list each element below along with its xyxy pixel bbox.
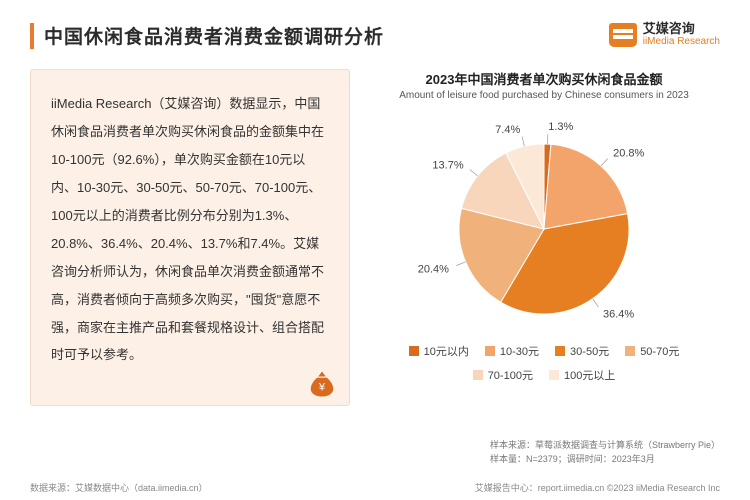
content-area: iiMedia Research（艾媒咨询）数据显示，中国休闲食品消费者单次购买… [0, 59, 750, 406]
pie-slice-label: 13.7% [432, 160, 463, 172]
legend-item: 30-50元 [555, 343, 609, 359]
sample-info: 样本来源：草莓派数据调查与计算系统（Strawberry Pie） 样本量：N=… [490, 439, 720, 466]
header: 中国休闲食品消费者消费金额调研分析 艾媒咨询 iiMedia Research [0, 0, 750, 59]
legend-swatch [409, 346, 419, 356]
legend-label: 100元以上 [564, 367, 615, 383]
pie-slice-label: 20.8% [613, 148, 644, 160]
chart-panel: 2023年中国消费者单次购买休闲食品金额 Amount of leisure f… [368, 69, 720, 406]
analysis-text: iiMedia Research（艾媒咨询）数据显示，中国休闲食品消费者单次购买… [51, 96, 324, 362]
title-wrap: 中国休闲食品消费者消费金额调研分析 [30, 22, 384, 49]
chart-legend: 10元以内 10-30元 30-50元 50-70元 70-100元 100元以上 [384, 343, 704, 383]
brand-logo: 艾媒咨询 iiMedia Research [609, 22, 720, 47]
legend-swatch [473, 370, 483, 380]
chart-title-cn: 2023年中国消费者单次购买休闲食品金额 [426, 69, 663, 88]
pie-slice-label: 7.4% [495, 124, 520, 136]
sample-source: 样本来源：草莓派数据调查与计算系统（Strawberry Pie） [490, 439, 720, 453]
chart-title-en: Amount of leisure food purchased by Chin… [399, 90, 689, 101]
sample-size: 样本量：N=2379；调研时间：2023年3月 [490, 453, 720, 467]
svg-text:¥: ¥ [318, 382, 326, 394]
legend-item: 50-70元 [625, 343, 679, 359]
brand-icon [609, 23, 637, 47]
footer-left: 数据来源：艾媒数据中心（data.iimedia.cn） [30, 481, 208, 494]
brand-name-en: iiMedia Research [643, 36, 720, 47]
analysis-text-box: iiMedia Research（艾媒咨询）数据显示，中国休闲食品消费者单次购买… [30, 69, 350, 406]
pie-slice-label: 20.4% [418, 264, 449, 276]
legend-item: 70-100元 [473, 367, 533, 383]
pie-slice-label: 36.4% [603, 308, 634, 320]
legend-swatch [555, 346, 565, 356]
footer-right: 艾媒报告中心：report.iimedia.cn ©2023 iiMedia R… [475, 481, 720, 494]
brand-name-cn: 艾媒咨询 [643, 22, 720, 36]
legend-label: 70-100元 [488, 367, 533, 383]
legend-label: 30-50元 [570, 343, 609, 359]
legend-swatch [549, 370, 559, 380]
legend-item: 10-30元 [485, 343, 539, 359]
legend-label: 10-30元 [500, 343, 539, 359]
pie-slice-label: 1.3% [548, 121, 573, 133]
moneybag-icon: ¥ [307, 369, 337, 399]
footer: 数据来源：艾媒数据中心（data.iimedia.cn） 艾媒报告中心：repo… [0, 481, 750, 494]
legend-label: 50-70元 [640, 343, 679, 359]
pie-chart: 1.3% 20.8% 36.4% 20.4% 13.7% 7.4% [404, 109, 684, 339]
legend-swatch [625, 346, 635, 356]
legend-item: 100元以上 [549, 367, 615, 383]
legend-item: 10元以内 [409, 343, 469, 359]
page-title: 中国休闲食品消费者消费金额调研分析 [44, 22, 384, 49]
title-accent-bar [30, 23, 34, 49]
legend-swatch [485, 346, 495, 356]
legend-label: 10元以内 [424, 343, 469, 359]
